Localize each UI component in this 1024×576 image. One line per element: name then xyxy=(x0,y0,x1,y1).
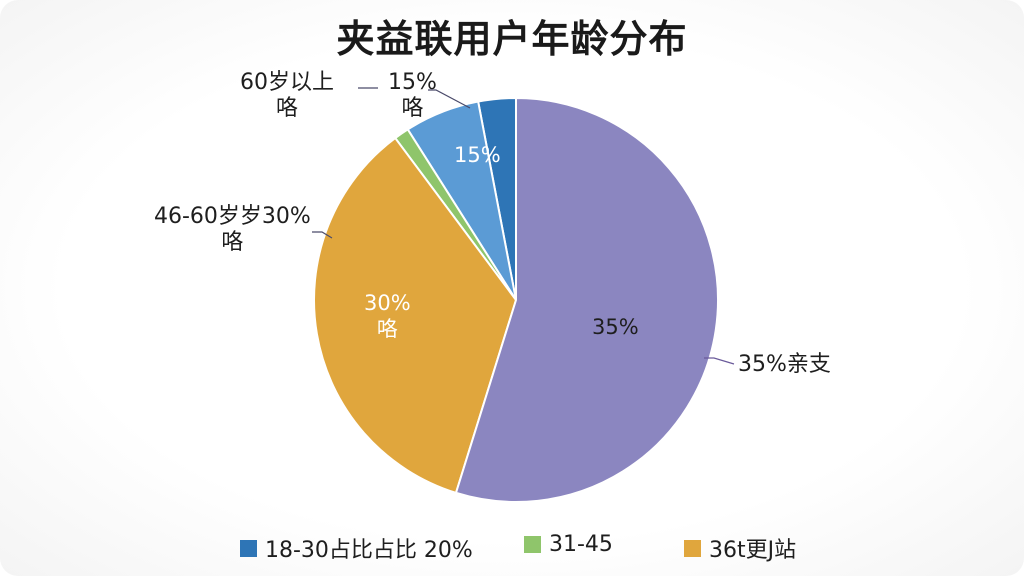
label-orange-inner-line1: 30% xyxy=(364,291,411,315)
legend-swatch-1 xyxy=(240,539,257,557)
legend: 18-30占比占比 20% 31-45 36t更J站 xyxy=(0,532,1024,566)
legend-item-1: 18-30占比占比 20% xyxy=(240,532,473,564)
legend-swatch-2 xyxy=(524,536,541,553)
label-top-right-line1: 15% xyxy=(388,70,437,95)
label-left: 46-60岁岁30% 咯 xyxy=(154,204,311,256)
label-orange-inner-line2: 咯 xyxy=(376,317,398,341)
label-left-line2: 咯 xyxy=(221,230,244,255)
label-top-right-line2: 咯 xyxy=(401,96,424,121)
label-orange-inner: 30% 咯 xyxy=(364,290,411,342)
leader-line-top-right xyxy=(428,89,471,109)
label-top-left-line2: 咯 xyxy=(275,96,298,121)
pie-slice-5 xyxy=(454,96,719,503)
label-left-line1: 46-60岁岁30% xyxy=(154,204,311,229)
legend-label-1: 18-30占比占比 20% xyxy=(265,538,473,563)
leader-line-left xyxy=(312,231,333,239)
pie-slice-4 xyxy=(313,136,518,495)
label-purple-inner: 35% xyxy=(592,315,639,339)
legend-label-2: 31-45 xyxy=(549,532,613,557)
label-blue-inner: 15% xyxy=(454,143,501,167)
leader-line-right xyxy=(704,357,735,365)
chart-title: 夹益联用户年龄分布 xyxy=(336,17,688,61)
label-top-left: 60岁以上 咯 xyxy=(240,70,334,122)
legend-label-3: 36t更J站 xyxy=(709,538,797,563)
legend-item-3: 36t更J站 xyxy=(684,532,796,564)
legend-swatch-3 xyxy=(684,539,701,557)
label-top-right: 15% 咯 xyxy=(388,70,437,122)
label-purple-outer: 35%亲支 xyxy=(738,352,831,377)
label-top-left-line1: 60岁以上 xyxy=(240,70,334,95)
legend-item-2: 31-45 xyxy=(524,532,613,557)
